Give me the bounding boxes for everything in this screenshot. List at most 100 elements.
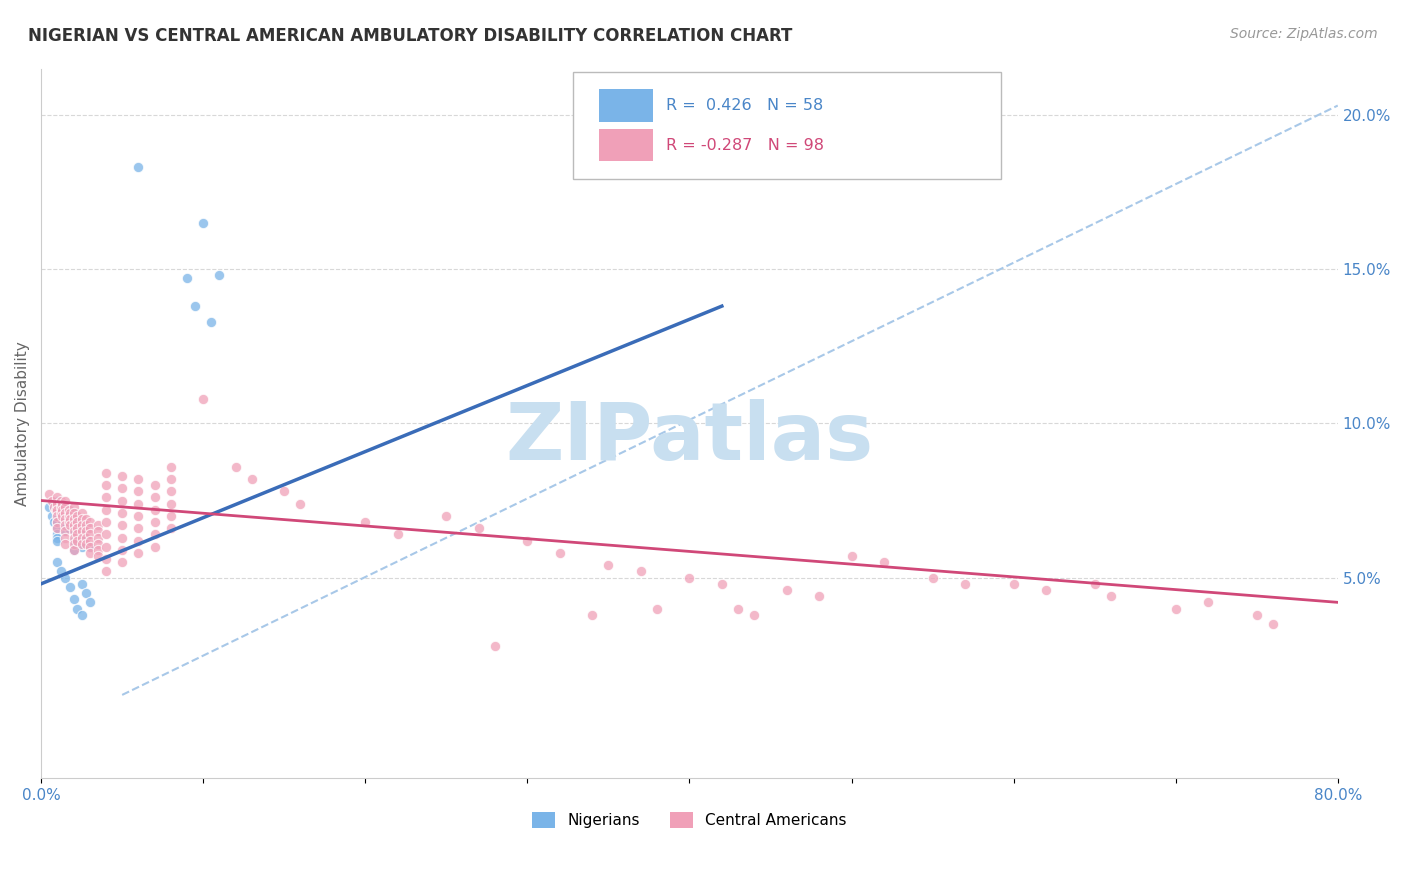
Point [111,481,134,495]
Point [1197,595,1219,609]
Point [516,533,538,548]
Point [94,565,117,579]
Point [808,589,831,603]
Point [55,493,77,508]
Point [87,537,110,551]
Point [62,506,84,520]
Point [548,546,571,560]
Point [79,515,101,529]
Point [434,508,457,523]
Point [127,546,149,560]
Point [45,502,67,516]
Point [70,537,93,551]
Point [953,577,976,591]
Point [70,512,93,526]
FancyBboxPatch shape [572,72,1001,178]
Point [225,459,247,474]
Point [76,537,98,551]
Point [598,558,620,573]
Point [62,542,84,557]
Point [94,527,117,541]
Point [94,466,117,480]
Point [62,512,84,526]
FancyBboxPatch shape [599,89,654,121]
Point [62,531,84,545]
Point [127,472,149,486]
Point [46,531,69,545]
Point [62,506,84,520]
Point [55,506,77,520]
Point [94,540,117,554]
Point [354,515,377,529]
Point [776,582,799,597]
Point [1261,616,1284,631]
Point [159,459,181,474]
Point [46,515,69,529]
Point [176,271,198,285]
Point [290,497,312,511]
Point [143,491,166,505]
Point [70,518,93,533]
Point [94,515,117,529]
Text: NIGERIAN VS CENTRAL AMERICAN AMBULATORY DISABILITY CORRELATION CHART: NIGERIAN VS CENTRAL AMERICAN AMBULATORY … [28,27,793,45]
Point [51,515,73,529]
Point [143,502,166,516]
Point [1035,582,1057,597]
Text: ZIPatlas: ZIPatlas [505,399,873,476]
Point [59,518,82,533]
Point [59,518,82,533]
Point [62,542,84,557]
Point [55,524,77,539]
Point [111,555,134,569]
Point [873,555,896,569]
Point [55,512,77,526]
Point [208,268,231,283]
Point [70,607,93,622]
Point [46,533,69,548]
Point [46,521,69,535]
Point [62,533,84,548]
Point [58,508,80,523]
Point [94,502,117,516]
Point [49,508,72,523]
Point [66,533,89,548]
Point [46,497,69,511]
Point [55,537,77,551]
Point [62,512,84,526]
Point [66,508,89,523]
Point [159,472,181,486]
Point [79,540,101,554]
Point [59,506,82,520]
Point [184,299,207,313]
Point [143,478,166,492]
Point [273,484,295,499]
Point [921,571,943,585]
Point [66,524,89,539]
Point [387,527,409,541]
Point [94,491,117,505]
Point [46,527,69,541]
Point [51,502,73,516]
Point [66,533,89,548]
Point [127,521,149,535]
Point [59,512,82,526]
Point [159,521,181,535]
Point [46,508,69,523]
Text: R = -0.287   N = 98: R = -0.287 N = 98 [666,137,824,153]
Point [127,533,149,548]
Point [45,502,67,516]
Point [49,500,72,514]
Point [94,478,117,492]
Point [111,518,134,533]
Point [49,497,72,511]
Point [58,508,80,523]
Point [76,531,98,545]
Point [59,512,82,526]
Point [143,515,166,529]
Point [66,515,89,529]
Point [240,472,263,486]
Point [58,515,80,529]
Y-axis label: Ambulatory Disability: Ambulatory Disability [15,341,30,506]
Point [127,161,149,175]
Point [46,521,69,535]
